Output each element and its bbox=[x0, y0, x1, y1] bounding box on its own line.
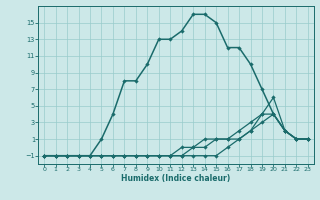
X-axis label: Humidex (Indice chaleur): Humidex (Indice chaleur) bbox=[121, 174, 231, 183]
